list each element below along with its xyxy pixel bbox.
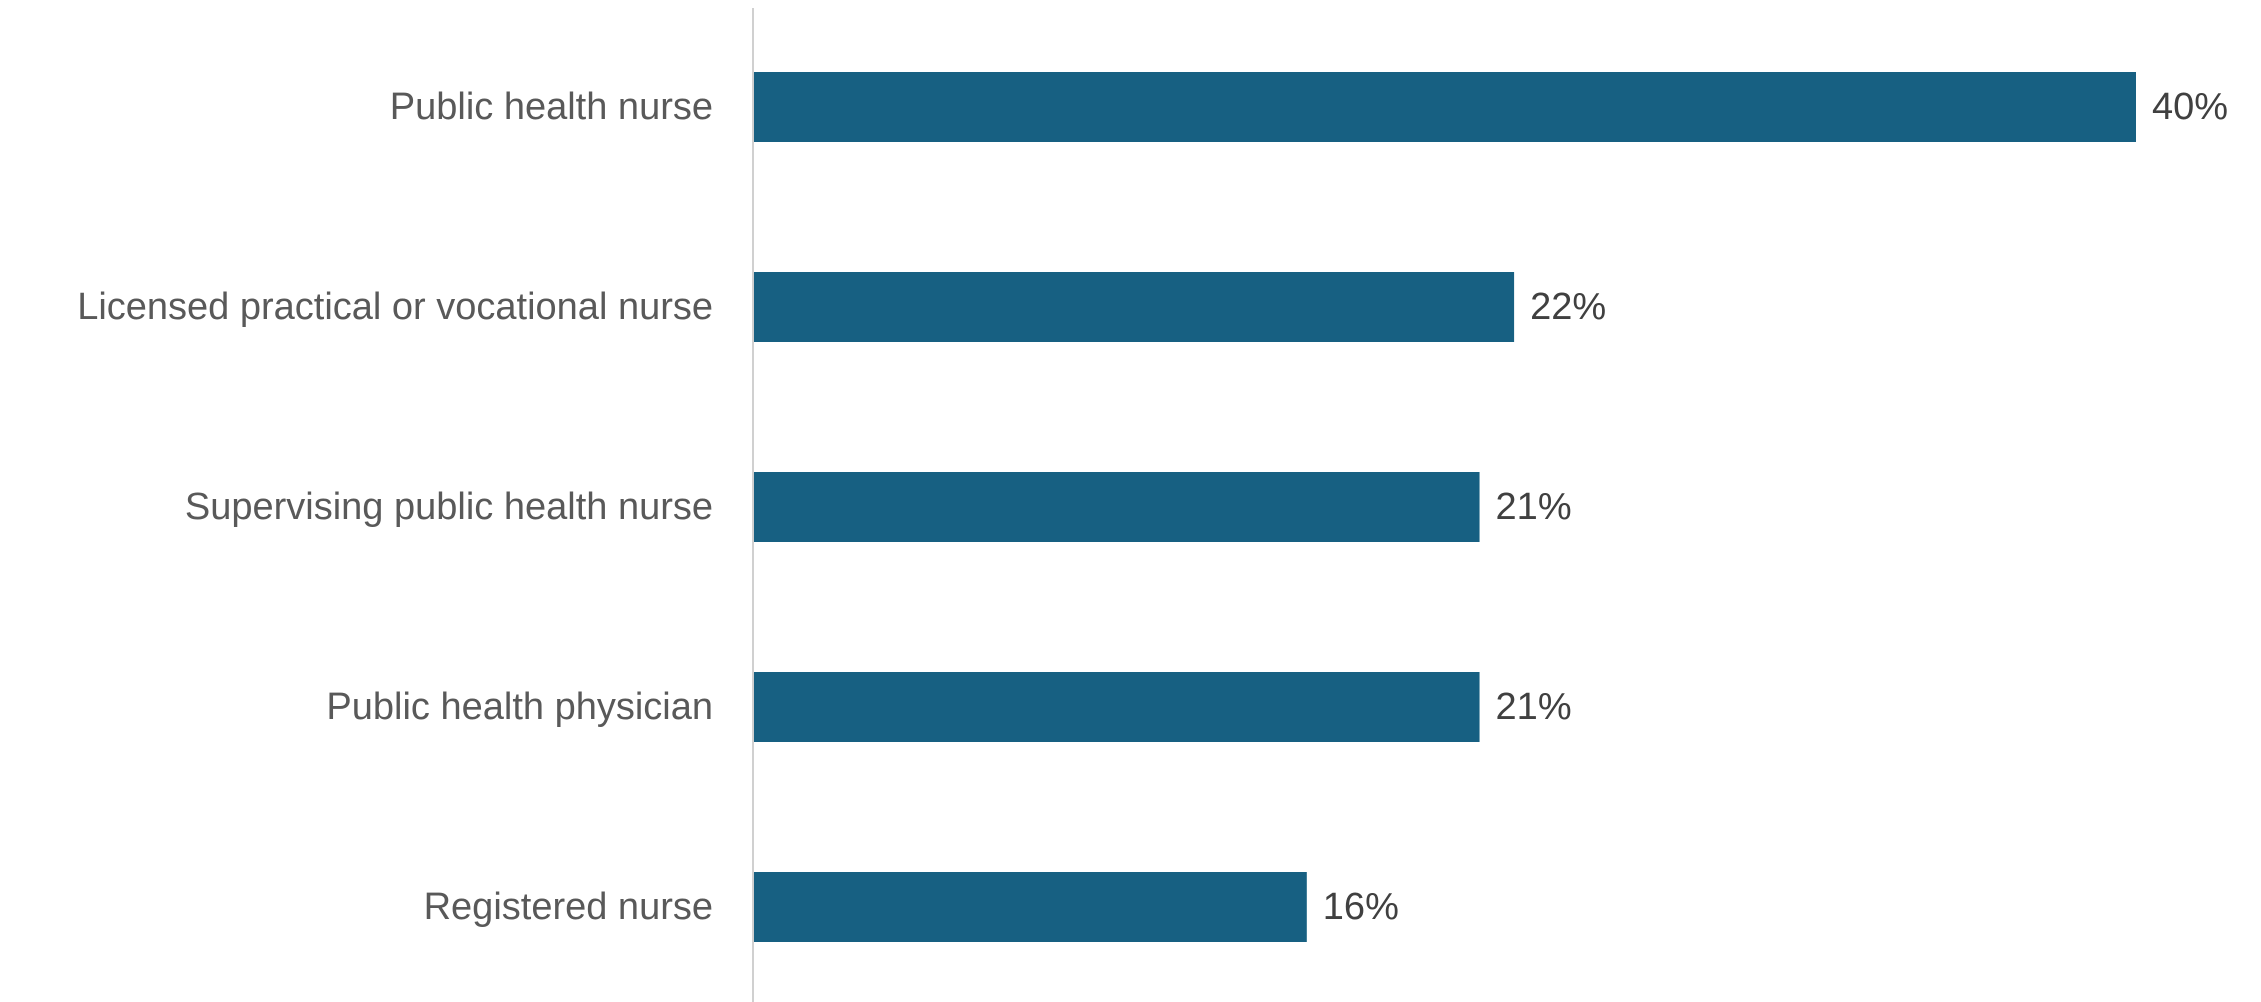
category-label-0: Public health nurse [390, 86, 713, 128]
value-label-1: 22% [1530, 286, 1606, 328]
bar-2 [754, 472, 1480, 542]
value-label-4: 16% [1323, 886, 1399, 928]
bar-0 [754, 72, 2136, 142]
value-label-0: 40% [2152, 86, 2228, 128]
category-label-4: Registered nurse [424, 886, 713, 928]
category-label-1: Licensed practical or vocational nurse [77, 286, 713, 328]
bars-group [754, 72, 2136, 942]
value-labels-group: 40% 22% 21% 21% 16% [1323, 86, 2228, 928]
value-label-2: 21% [1496, 486, 1572, 528]
bar-4 [754, 872, 1307, 942]
bar-1 [754, 272, 1515, 342]
bar-3 [754, 672, 1480, 742]
category-labels-group: Public health nurse Licensed practical or… [77, 86, 713, 928]
value-label-3: 21% [1496, 686, 1572, 728]
category-label-2: Supervising public health nurse [185, 486, 713, 528]
category-label-3: Public health physician [326, 686, 713, 728]
